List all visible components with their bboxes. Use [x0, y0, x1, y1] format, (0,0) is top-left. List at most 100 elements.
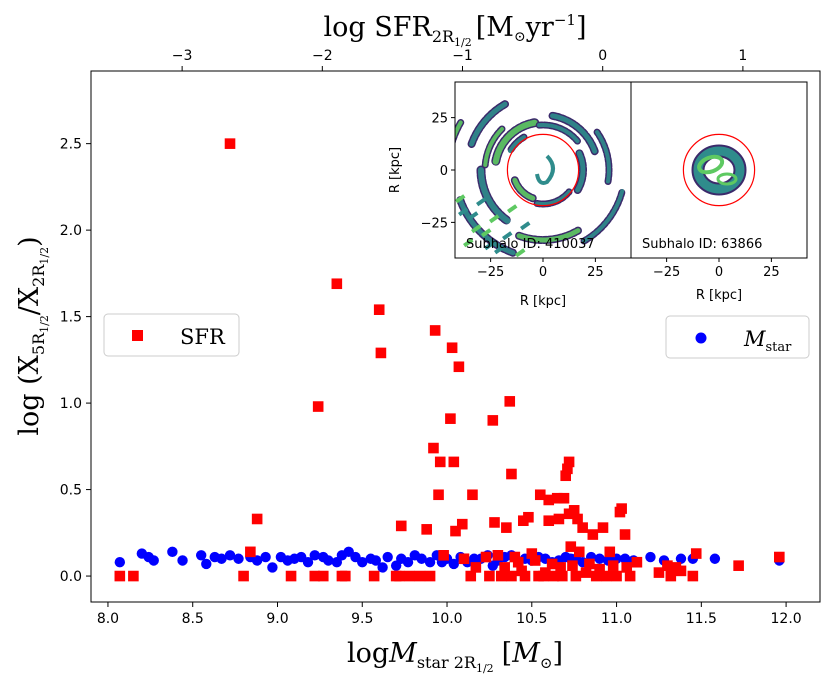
sfr-point [621, 562, 633, 573]
sfr-point [543, 494, 555, 506]
sfr-point [577, 522, 588, 533]
sfr-point [404, 570, 416, 582]
sfr-point [543, 515, 555, 527]
sfr-point [224, 138, 236, 149]
top-tick-label: 0 [598, 48, 607, 64]
bottom-tick-label: 11.0 [601, 611, 632, 627]
mstar-point [114, 557, 126, 568]
inset-63866-ticks: −25 0 25 [653, 258, 780, 280]
sfr-point [687, 570, 699, 582]
sfr-point [465, 570, 477, 582]
sfr-point [433, 489, 444, 501]
sfr-point [238, 570, 249, 582]
sfr-point [495, 570, 507, 582]
mstar-point [448, 558, 460, 570]
sfr-point [560, 470, 571, 482]
inset-410037-blob [515, 248, 526, 258]
inset-410037-blob [506, 204, 518, 214]
inset-410037-blob [481, 228, 492, 238]
inset-63866-caption: Subhalo ID: 63866 [642, 237, 762, 252]
sfr-point [584, 558, 595, 570]
mstar-point [370, 555, 382, 566]
inset-ytick-label: 0 [440, 164, 448, 179]
sfr-point [616, 503, 627, 514]
inset-410037-blob [470, 224, 482, 234]
sfr-point [567, 560, 578, 571]
inset-410037-arc [582, 189, 625, 244]
mstar-point [251, 555, 263, 566]
sfr-point [501, 522, 512, 533]
sfr-point [429, 325, 441, 336]
inset-xtick-label: 25 [587, 265, 604, 280]
bottom-tick-label: 12.0 [771, 611, 802, 627]
y-tick-label: 0.0 [60, 569, 82, 585]
sfr-point [607, 560, 619, 571]
sfr-point [480, 551, 492, 563]
sfr-point [506, 468, 517, 480]
legend-sfr: SFR [103, 313, 240, 357]
inset-63866-xlabel: R [kpc] [696, 288, 742, 303]
inset-410037-blob [484, 241, 495, 251]
sfr-point [555, 562, 566, 573]
inset-63866-circle [682, 133, 756, 207]
sfr-point [245, 546, 256, 558]
sfr-point [414, 570, 426, 582]
sfr-point [526, 548, 538, 559]
sfr-point [675, 565, 687, 577]
sfr-point [580, 567, 592, 578]
inset-410037-caption: Subhalo ID: 410037 [466, 237, 595, 252]
sfr-point [434, 456, 446, 468]
inset-410037-arc [512, 177, 536, 201]
sfr-point [499, 562, 510, 573]
mstar-point [424, 557, 436, 568]
sfr-point [492, 549, 504, 561]
inset-410037-blob [520, 221, 531, 231]
inset-410037-blob [502, 231, 513, 241]
sfr-point [570, 570, 582, 582]
bottom-ticks: 8.0 8.5 9.0 9.5 10.0 10.5 11.0 11.5 12.0 [97, 602, 802, 627]
y-tick-label: 1.0 [60, 396, 82, 412]
inset-410037-blob [463, 238, 474, 248]
sfr-point [557, 570, 568, 582]
inset-410037-blob [489, 214, 500, 224]
bottom-tick-label: 8.5 [182, 611, 204, 627]
legend-mstar-marker [695, 332, 707, 344]
top-tick-label: −1 [452, 48, 473, 64]
sfr-point [251, 513, 263, 525]
inset-410037-map [455, 100, 626, 258]
inset-410037-arc [508, 135, 526, 153]
sfr-point [285, 570, 297, 582]
sfr-point [506, 570, 517, 582]
top-tick-label: 1 [738, 48, 747, 64]
sfr-point [587, 529, 599, 540]
legend-mstar-box [665, 315, 810, 359]
inset-xtick-label: 25 [763, 265, 780, 280]
sfr-point [631, 556, 643, 568]
top-axis-label: log SFR2R1/2 [M⊙yr−1] [323, 11, 586, 49]
sfr-point [546, 558, 558, 570]
inset-ytick-label: 25 [431, 112, 448, 127]
mstar-point [619, 553, 631, 564]
y-tick-label: 0.5 [60, 483, 82, 499]
mstar-point [675, 553, 687, 564]
y-tick-label: 2.5 [60, 137, 82, 153]
mstar-point [201, 558, 212, 570]
inset-63866-map [691, 144, 747, 196]
sfr-point [450, 525, 461, 537]
bottom-axis-label: logMstar 2R1/2 [M⊙] [347, 638, 563, 675]
mstar-point [382, 551, 393, 563]
sfr-point [438, 549, 449, 561]
mstar-point [267, 562, 278, 573]
inset-410037-arc [469, 101, 508, 147]
sfr-point [317, 570, 329, 582]
sfr-point [774, 551, 785, 563]
inset-63866-ring-bright [697, 154, 725, 175]
inset-63866: Subhalo ID: 63866 −25 0 25 R [kpc] [630, 81, 808, 303]
sfr-point [484, 570, 495, 582]
sfr-point [562, 463, 573, 475]
mstar-point [357, 557, 368, 568]
inset-410037-blob [475, 197, 487, 207]
sfr-point [331, 278, 343, 290]
sfr-point [690, 548, 702, 559]
inset-410037-core-arm [535, 154, 555, 185]
